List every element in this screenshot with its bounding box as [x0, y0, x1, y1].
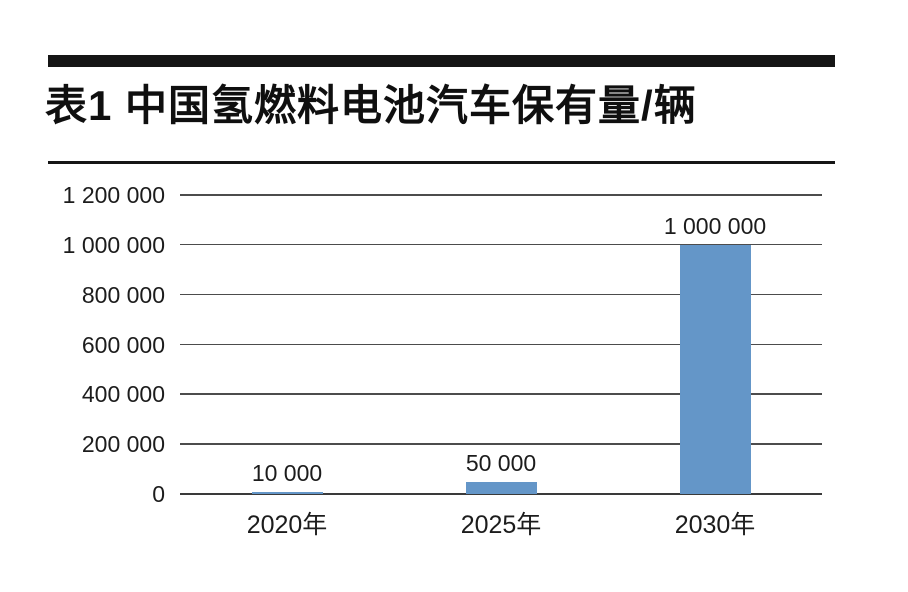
gridline-600000	[180, 343, 822, 345]
gridline-1000000	[180, 243, 822, 246]
y-tick-label-600000: 600 000	[81, 331, 165, 358]
title-underline-rule	[48, 161, 835, 164]
bar-2025	[465, 481, 537, 494]
x-tick-label-2020: 2020年	[246, 511, 328, 539]
y-tick-label-1200000: 1 200 000	[62, 182, 165, 208]
y-tick-label-800000: 800 000	[81, 281, 165, 308]
gridline-800000	[180, 293, 822, 296]
bar-value-label-2025: 50 000	[465, 449, 537, 476]
gridline-1200000	[180, 194, 822, 196]
y-tick-label-400000: 400 000	[81, 381, 165, 408]
y-tick-label-0: 0	[152, 481, 165, 507]
bar-2020	[251, 491, 323, 494]
x-tick-label-2030: 2030年	[674, 511, 756, 539]
gridline-200000	[180, 443, 822, 445]
bar-2030	[679, 244, 751, 494]
y-tick-label-200000: 200 000	[81, 431, 165, 458]
top-rule	[48, 55, 835, 67]
y-tick-label-1000000: 1 000 000	[62, 231, 165, 258]
gridline-400000	[180, 393, 822, 395]
bar-value-label-2030: 1 000 000	[663, 212, 767, 239]
bar-value-label-2020: 10 000	[251, 459, 323, 486]
x-tick-label-2025: 2025年	[460, 511, 542, 539]
plot-area: 10 000 50 000 1 000 000	[180, 194, 822, 495]
gridline-0	[180, 493, 822, 495]
chart-title: 表1 中国氢燃料电池汽车保有量/辆	[45, 82, 697, 129]
